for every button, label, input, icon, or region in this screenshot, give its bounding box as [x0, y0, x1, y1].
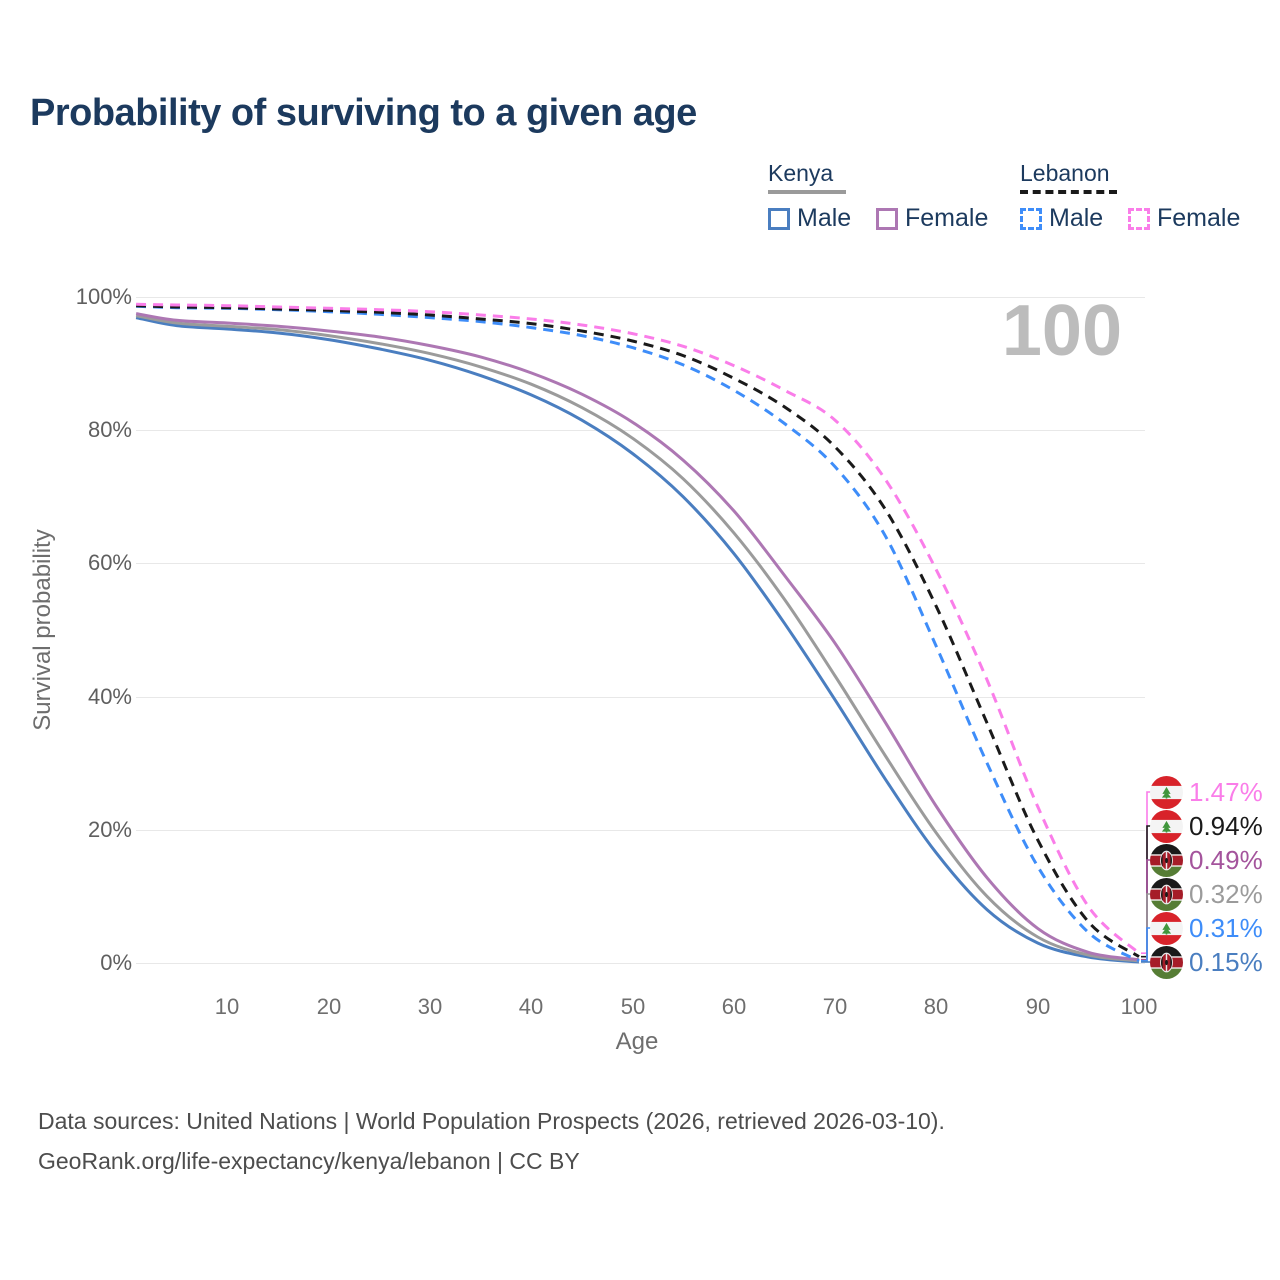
series-line-kenya_male[interactable] [135, 316, 1140, 964]
legend-item-lebanon-female[interactable]: Female [1128, 204, 1240, 233]
legend-group-lebanon: Lebanon [1020, 160, 1117, 194]
y-axis-tick-label: 80% [87, 417, 132, 442]
y-axis-tick-label: 40% [87, 684, 132, 709]
gridline-20 [136, 830, 1145, 831]
series-line-lebanon_male[interactable] [136, 304, 1140, 963]
kenya-flag-icon [1150, 844, 1183, 877]
x-axis-tick-label: 70 [822, 994, 848, 1019]
end-label-lebanon-female: 1.47% [1150, 775, 1263, 809]
kenya-flag-icon [1150, 946, 1183, 979]
end-label-value: 0.49% [1189, 844, 1263, 875]
end-label-lebanon-both: 0.94% [1150, 809, 1263, 843]
y-axis-tick-label: 0% [100, 950, 132, 975]
age-watermark: 100 [1001, 291, 1122, 371]
gridline-0 [136, 963, 1145, 964]
x-axis-tick-label: 60 [721, 994, 747, 1019]
kenya-flag-icon [1150, 878, 1183, 911]
end-label-value: 0.15% [1189, 946, 1263, 977]
data-sources-text: Data sources: United Nations | World Pop… [38, 1108, 945, 1134]
end-label-kenya-female: 0.49% [1150, 843, 1263, 877]
x-axis-tick-label: 20 [316, 994, 342, 1019]
legend-item-label: Female [1157, 204, 1241, 232]
lebanon-flag-icon [1150, 776, 1183, 809]
y-axis-tick-label: 20% [87, 817, 132, 842]
lebanon-flag-icon [1150, 912, 1183, 945]
x-axis-tick-label: 80 [923, 994, 949, 1019]
series-line-lebanon_all[interactable] [136, 304, 1140, 958]
x-axis-tick-label: 40 [518, 994, 544, 1019]
gridline-40 [136, 697, 1145, 698]
kenya-female-swatch-icon [876, 207, 898, 230]
legend-group-lebanon-label: Lebanon [1020, 160, 1110, 186]
end-label-kenya-male: 0.15% [1150, 945, 1263, 979]
end-label-kenya-both: 0.32% [1150, 877, 1263, 911]
lebanon-flag-icon [1150, 810, 1183, 843]
x-axis-tick-label: 50 [620, 994, 646, 1019]
gridline-80 [136, 430, 1145, 431]
x-axis-title: Age [615, 1028, 659, 1055]
x-axis-tick-label: 100 [1120, 994, 1158, 1019]
end-label-value: 1.47% [1189, 776, 1263, 807]
legend-group-kenya-label: Kenya [768, 160, 834, 186]
y-axis-tick-label: 60% [87, 550, 132, 575]
x-axis-tick-label: 90 [1025, 994, 1051, 1019]
gridline-100 [136, 297, 1145, 298]
y-axis-tick-label: 100% [75, 284, 132, 309]
kenya-male-swatch-icon [768, 207, 790, 230]
x-axis-tick-label: 10 [214, 994, 240, 1019]
legend-item-label: Male [797, 204, 852, 232]
attribution-text: GeoRank.org/life-expectancy/kenya/lebano… [38, 1148, 580, 1174]
legend-group-kenya: Kenya [768, 160, 846, 194]
legend-item-kenya-female[interactable]: Female [876, 204, 988, 233]
gridline-60 [136, 563, 1145, 564]
end-label-value: 0.94% [1189, 810, 1263, 841]
page-title: Probability of surviving to a given age [30, 92, 697, 134]
legend-item-lebanon-male[interactable]: Male [1020, 204, 1103, 233]
legend-kenya-underline [768, 190, 846, 194]
end-label-value: 0.31% [1189, 912, 1263, 943]
series-line-kenya_all[interactable] [135, 314, 1140, 963]
lebanon-female-swatch-icon [1128, 207, 1150, 230]
legend-item-label: Male [1049, 204, 1104, 232]
legend-item-label: Female [905, 204, 989, 232]
lebanon-male-swatch-icon [1020, 207, 1042, 230]
legend-item-kenya-male[interactable]: Male [768, 204, 851, 233]
end-label-value: 0.32% [1189, 878, 1263, 909]
x-axis-tick-label: 30 [417, 994, 443, 1019]
series-line-lebanon_female[interactable] [136, 302, 1141, 955]
series-line-kenya_female[interactable] [135, 312, 1140, 962]
y-axis-title: Survival probability [29, 529, 56, 731]
end-label-lebanon-male: 0.31% [1150, 911, 1263, 945]
legend-lebanon-underline [1020, 190, 1117, 194]
